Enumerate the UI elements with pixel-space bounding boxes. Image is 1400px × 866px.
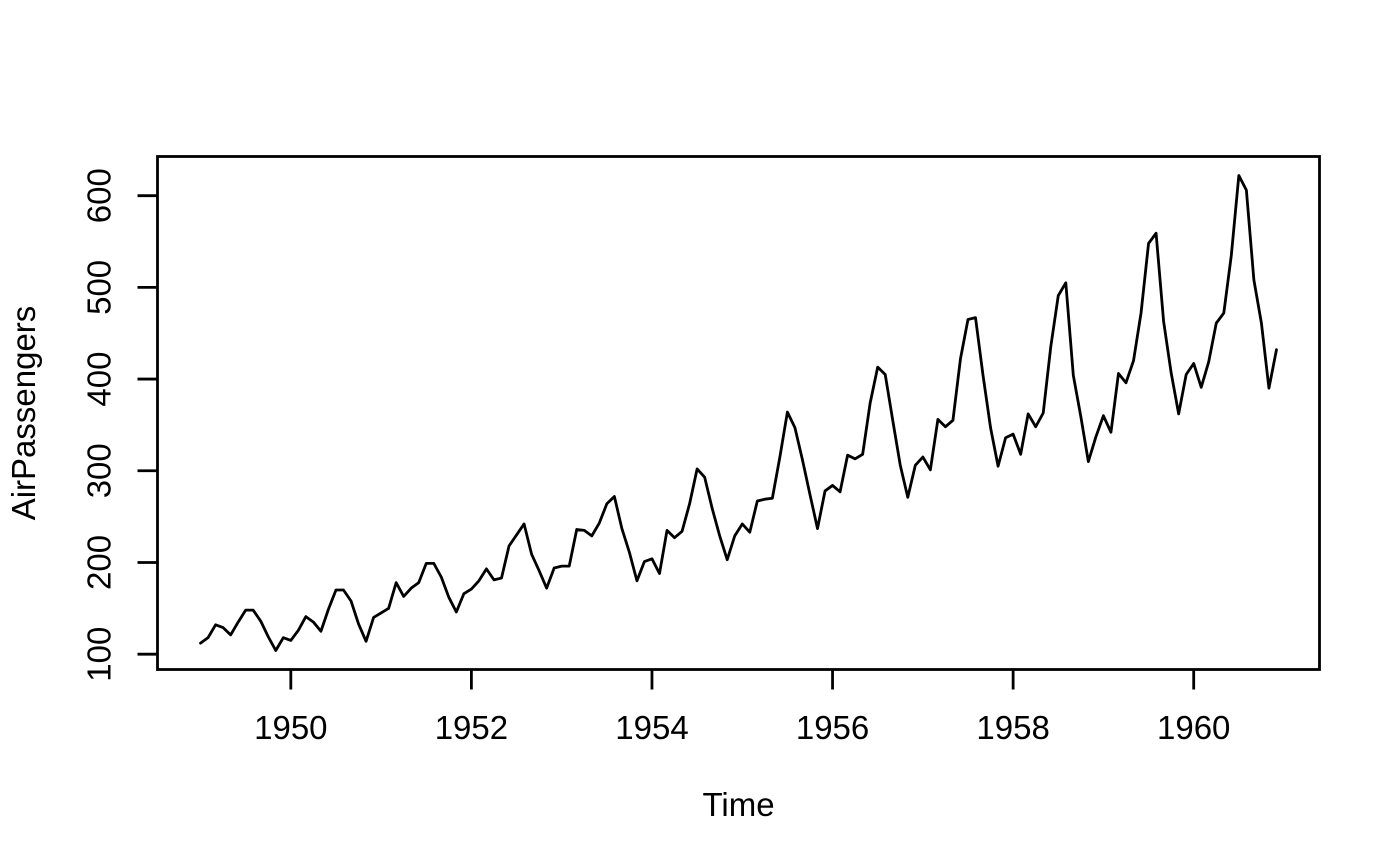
x-axis-tick-label: 1954 [615,709,688,746]
x-axis-tick-label: 1960 [1157,709,1230,746]
x-axis-tick-label: 1958 [976,709,1049,746]
y-axis-tick-label: 500 [81,260,118,315]
x-axis-tick-label: 1956 [796,709,869,746]
airpassengers-data-line [199,174,1278,652]
y-axis-tick-label: 200 [81,535,118,590]
x-axis-tick-label: 1952 [435,709,508,746]
y-axis-tick-label: 100 [81,627,118,682]
x-axis-tick-label: 1950 [254,709,327,746]
y-axis-tick-label: 300 [81,443,118,498]
x-axis-title: Time [702,786,774,823]
y-axis-title: AirPassengers [5,306,42,521]
axis-tick-labels: 1950 1952 1954 1956 1958 1960 100 200 300 400 500 6… [81,168,1231,746]
axis-ticks [137,194,1196,690]
y-axis-tick-label: 600 [81,168,118,223]
plot-box-border [156,155,1321,671]
y-axis-tick-label: 400 [81,352,118,407]
